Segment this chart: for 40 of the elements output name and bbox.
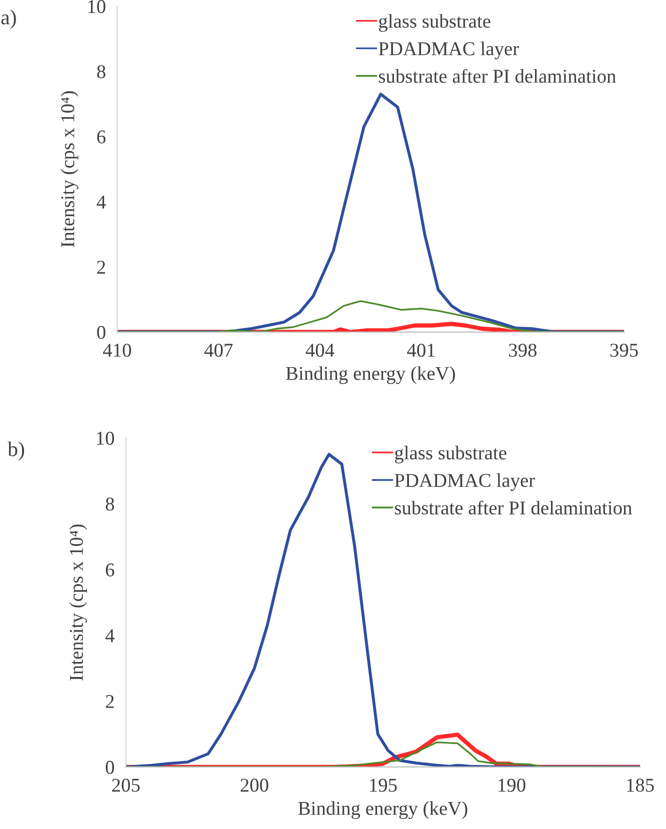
y-tick-label: 8: [106, 498, 114, 511]
y-tick-label: 4: [96, 196, 106, 208]
line-series: [117, 92, 624, 332]
x-tick-label: 185: [627, 778, 654, 792]
x-tick-label: 395: [610, 344, 638, 357]
x-tick-label: 205: [112, 778, 140, 792]
y-tick-label: 6: [97, 130, 106, 144]
y-axis-title: Intensity (cps x 10⁴): [69, 524, 87, 680]
x-tick-label: 401: [407, 344, 435, 357]
x-tick-label: 195: [370, 778, 397, 792]
line-series: [117, 322, 624, 332]
x-tick-label: 398: [509, 344, 537, 357]
y-tick-label: 0: [106, 760, 114, 774]
legend-label: PDADMAC layer: [378, 42, 519, 60]
y-tick-label: 10: [88, 0, 106, 14]
line-series: [126, 732, 640, 767]
legend-label: glass substrate: [394, 446, 506, 464]
chart-title: a): [1, 10, 16, 29]
x-tick-label: 404: [306, 344, 334, 357]
y-tick-label: 8: [97, 65, 106, 78]
x-tick-label: 410: [103, 344, 132, 357]
legend-label: PDADMAC layer: [394, 473, 535, 491]
x-tick-label: 407: [204, 344, 233, 357]
line-series: [126, 741, 640, 767]
y-tick-label: 0: [97, 326, 106, 339]
legend-label: substrate after PI delamination: [394, 500, 632, 515]
chart-title: b): [8, 442, 24, 460]
x-axis-title: Binding energy (keV): [298, 801, 468, 819]
y-tick-label: 10: [97, 432, 114, 445]
y-tick-label: 6: [106, 563, 114, 576]
y-tick-label: 2: [97, 260, 106, 274]
legend-label: glass substrate: [378, 14, 490, 32]
y-tick-label: 2: [106, 695, 114, 708]
line-series: [117, 300, 624, 332]
legend-label: substrate after PI delamination: [378, 68, 616, 83]
x-tick-label: 200: [240, 778, 268, 792]
x-tick-label: 190: [498, 778, 526, 792]
x-axis-title: Binding energy (keV): [286, 366, 455, 384]
y-tick-label: 4: [105, 629, 114, 642]
y-axis-title: Intensity (cps x 10⁴): [60, 91, 78, 248]
